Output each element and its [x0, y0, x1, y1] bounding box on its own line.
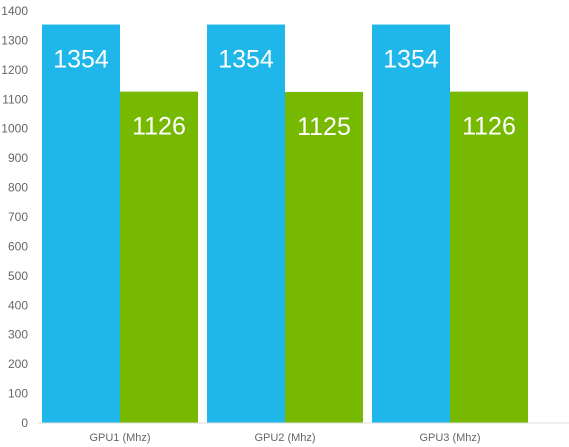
bar-series-2-1 — [120, 91, 198, 424]
y-tick-label: 700 — [8, 210, 28, 224]
data-label: 1125 — [297, 113, 351, 141]
y-tick-label: 1000 — [1, 122, 28, 136]
y-tick-label: 1400 — [1, 4, 28, 18]
x-tick-label: GPU3 (Mhz) — [419, 432, 480, 444]
data-label: 1126 — [462, 113, 516, 141]
data-label: 1126 — [132, 113, 186, 141]
y-tick-label: 400 — [8, 298, 28, 312]
bar-series-2-3 — [450, 91, 528, 424]
data-label: 1354 — [383, 46, 439, 74]
y-tick-label: 100 — [8, 387, 28, 401]
y-tick-label: 900 — [8, 151, 28, 165]
data-label: 1354 — [53, 46, 109, 74]
x-axis: GPU1 (Mhz) GPU2 (Mhz) GPU3 (Mhz) — [38, 422, 569, 444]
data-labels: 1354 1126 1354 1125 1354 1126 — [53, 46, 516, 141]
y-tick-label: 1100 — [2, 92, 28, 106]
y-tick-label: 1200 — [1, 63, 28, 77]
bar-series-2-2 — [285, 91, 363, 423]
bar-series-1-2 — [207, 24, 285, 424]
y-tick-label: 1300 — [1, 33, 28, 47]
y-axis: 0 100 200 300 400 500 600 700 800 900 1000 1100 1200… — [1, 4, 28, 430]
y-tick-label: 800 — [8, 181, 28, 195]
data-label: 1354 — [218, 46, 274, 74]
x-tick-label: GPU2 (Mhz) — [254, 432, 315, 444]
y-tick-label: 200 — [8, 357, 28, 371]
y-tick-label: 0 — [21, 416, 28, 430]
y-tick-label: 600 — [8, 239, 28, 253]
y-tick-label: 500 — [8, 269, 28, 283]
bar-series-1-1 — [42, 24, 120, 424]
bars — [42, 24, 528, 424]
y-tick-label: 300 — [8, 328, 28, 342]
bar-series-1-3 — [372, 24, 450, 424]
x-tick-label: GPU1 (Mhz) — [89, 432, 150, 444]
